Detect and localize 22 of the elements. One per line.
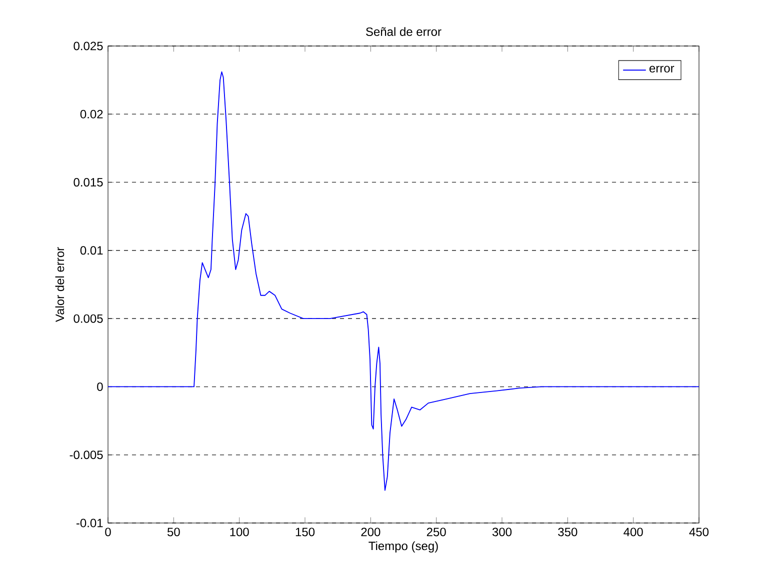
x-tick-label: 50 <box>167 528 180 536</box>
y-tick-label: 0.025 <box>74 42 103 50</box>
y-tick-label: 0.02 <box>80 110 103 118</box>
x-tick-label: 100 <box>230 528 249 536</box>
x-tick-label: 0 <box>105 528 111 536</box>
y-tick-label: 0.015 <box>74 178 103 187</box>
y-tick-label: -0.01 <box>76 518 103 528</box>
y-tick-label: 0.01 <box>80 246 103 255</box>
x-axis-title: Tiempo (seg) <box>368 541 438 553</box>
y-tick-label: -0.005 <box>70 450 103 460</box>
x-tick-label: 200 <box>361 528 380 536</box>
legend-label: error <box>650 66 674 72</box>
chart-title: Señal de error <box>366 27 442 36</box>
x-tick-label: 350 <box>558 528 578 536</box>
x-tick-label: 400 <box>624 528 643 536</box>
y-tick-label: 0 <box>97 382 103 391</box>
x-tick-label: 300 <box>492 528 512 536</box>
y-tick-label: 0.005 <box>74 314 103 323</box>
x-tick-label: 250 <box>426 528 446 536</box>
x-tick-label: 150 <box>296 528 315 536</box>
y-axis-title: Valor del error <box>55 247 64 322</box>
x-tick-label: 450 <box>689 528 709 536</box>
